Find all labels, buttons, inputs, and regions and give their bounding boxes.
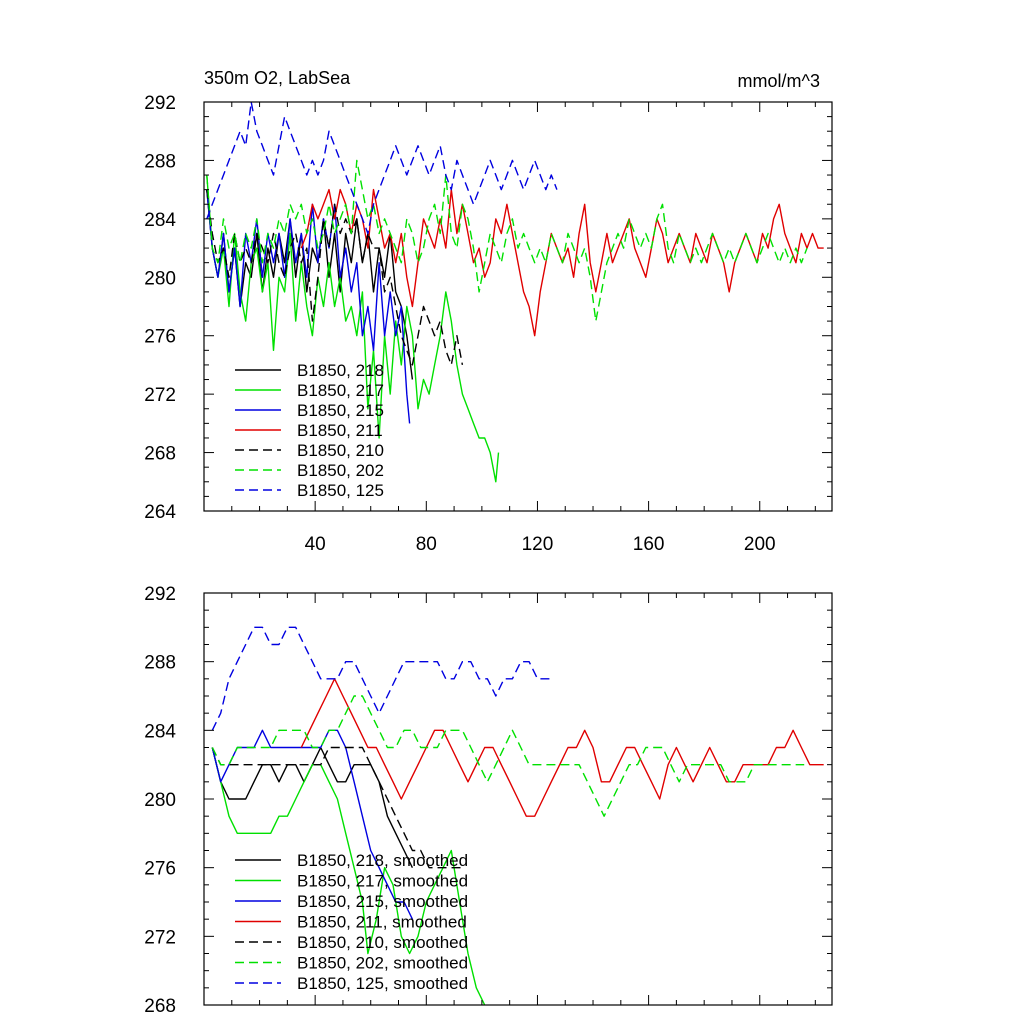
x-tick-label: 80 xyxy=(416,534,437,555)
chart-title: 350m O2, LabSea xyxy=(204,68,351,88)
series-line-b1850-210-smoothed xyxy=(211,746,463,869)
raw-panel: 350m O2, LabSea mmol/m^3 40 80 120 160 200 26… xyxy=(144,68,833,555)
legend-label: B1850, 210, smoothed xyxy=(297,933,468,952)
series-line-b1850-202-smoothed xyxy=(211,695,805,817)
series-line-b1850-215 xyxy=(206,189,411,424)
legend-label: B1850, 211, smoothed xyxy=(297,913,467,932)
x-tick-label: 200 xyxy=(744,534,776,555)
smoothed-axis-ticks: 268 272 276 280 284 288 292 xyxy=(144,584,832,1017)
y-tick-label: 276 xyxy=(144,327,176,348)
legend-label: B1850, 202, smoothed xyxy=(297,954,468,973)
legend-label: B1850, 125 xyxy=(297,481,384,500)
y-tick-label: 292 xyxy=(144,93,176,114)
series-line-b1850-202 xyxy=(206,159,808,322)
series-line-b1850-125-smoothed xyxy=(211,626,555,731)
units-label: mmol/m^3 xyxy=(738,71,820,91)
legend-label: B1850, 215, smoothed xyxy=(297,892,468,911)
y-tick-label: 288 xyxy=(144,653,176,674)
y-tick-label: 276 xyxy=(144,859,176,880)
legend-label: B1850, 202 xyxy=(297,461,384,480)
legend-label: B1850, 215 xyxy=(297,401,384,420)
x-tick-label: 40 xyxy=(305,534,326,555)
legend-label: B1850, 217, smoothed xyxy=(297,872,468,891)
series-line-b1850-211-smoothed xyxy=(300,678,824,817)
series-line-b1850-217-smoothed xyxy=(211,747,486,1005)
y-tick-label: 264 xyxy=(144,502,176,523)
series-line-b1850-125 xyxy=(206,102,558,235)
y-tick-label: 284 xyxy=(144,210,176,231)
legend-label: B1850, 218, smoothed xyxy=(297,851,468,870)
raw-axis-ticks: 40 80 120 160 200 264 268 272 276 280 284 288 292 xyxy=(144,93,832,555)
legend-label: B1850, 217 xyxy=(297,381,384,400)
raw-series-group xyxy=(206,102,824,483)
y-tick-label: 280 xyxy=(144,790,176,811)
y-tick-label: 280 xyxy=(144,268,176,289)
y-tick-label: 284 xyxy=(144,721,176,742)
y-tick-label: 268 xyxy=(144,444,176,465)
smoothed-legend: B1850, 218, smoothed B1850, 217, smoothed… xyxy=(235,851,468,993)
smoothed-panel: 268 272 276 280 284 288 292 B1850, 218, smooth… xyxy=(144,584,833,1017)
y-tick-label: 268 xyxy=(144,996,176,1017)
y-tick-label: 288 xyxy=(144,151,176,172)
x-tick-label: 160 xyxy=(633,534,665,555)
legend-label: B1850, 125, smoothed xyxy=(297,974,468,993)
y-tick-label: 272 xyxy=(144,385,176,406)
legend-label: B1850, 211 xyxy=(297,421,383,440)
series-line-b1850-217 xyxy=(206,174,500,483)
y-tick-label: 272 xyxy=(144,927,176,948)
legend-label: B1850, 218 xyxy=(297,361,384,380)
legend-label: B1850, 210 xyxy=(297,441,384,460)
smoothed-series-group xyxy=(211,626,824,1005)
y-tick-label: 292 xyxy=(144,584,176,605)
series-line-b1850-210 xyxy=(206,189,464,366)
x-tick-label: 120 xyxy=(522,534,554,555)
